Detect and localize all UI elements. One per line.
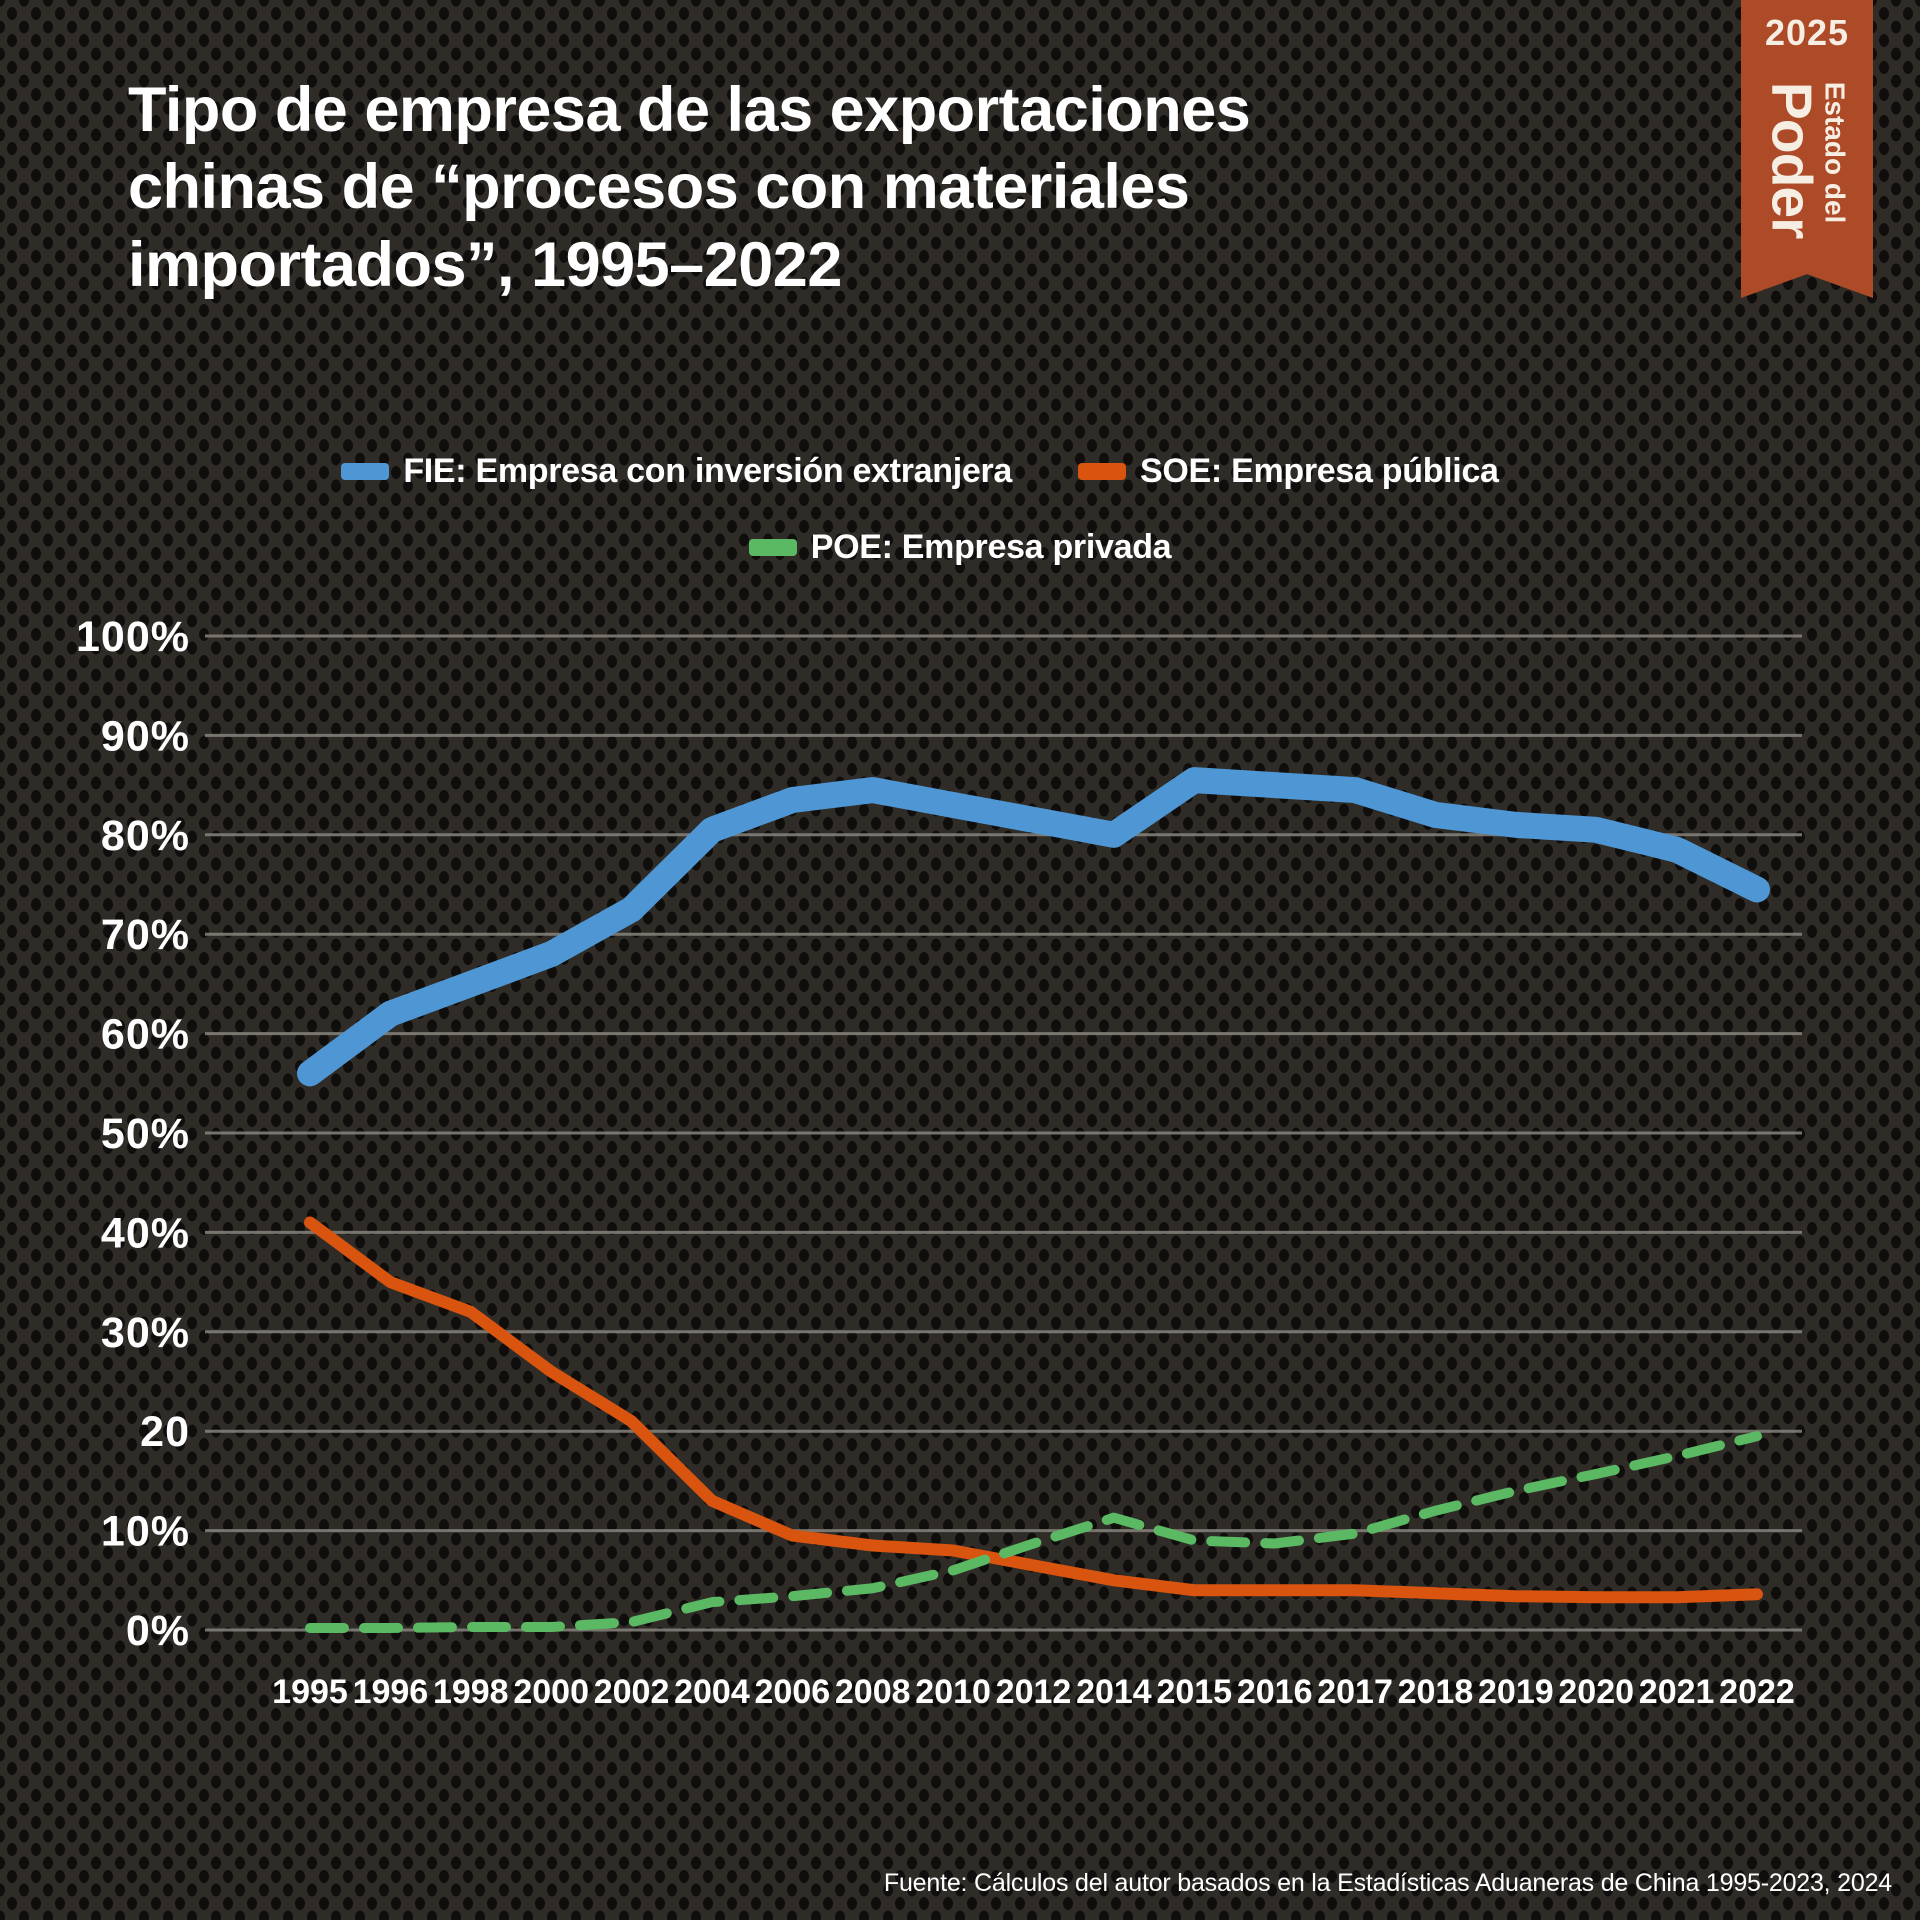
y-axis-label: 100% [76, 613, 190, 661]
y-axis-label: 70% [101, 911, 190, 959]
x-axis-label: 2018 [1398, 1673, 1474, 1711]
badge-ribbon: 2025 Estado del Poder [1741, 0, 1873, 298]
legend-item-fie: FIE: Empresa con inversión extranjera [341, 452, 1012, 491]
fie-line [297, 767, 1770, 1087]
legend-item-poe: POE: Empresa privada [748, 528, 1172, 567]
x-axis-label: 2022 [1719, 1673, 1795, 1711]
y-axis-label: 90% [101, 712, 190, 760]
page-title: Tipo de empresa de las exportaciones chi… [128, 75, 1251, 300]
poe-swatch-icon [748, 539, 797, 556]
x-axis-label: 2017 [1317, 1673, 1393, 1711]
x-axis-label: 1996 [353, 1673, 429, 1711]
x-axis-label: 1998 [433, 1673, 509, 1711]
x-axis-label: 2012 [996, 1673, 1072, 1711]
y-axis-label: 10% [101, 1508, 190, 1556]
x-axis-label: 2008 [835, 1673, 911, 1711]
y-axis-label: 40% [101, 1209, 190, 1257]
x-axis-label: 2020 [1558, 1673, 1634, 1711]
soe-line [304, 1216, 1763, 1604]
y-axis-label: 20 [140, 1408, 190, 1456]
x-axis-label: 2019 [1478, 1673, 1554, 1711]
x-axis-label: 2021 [1639, 1673, 1715, 1711]
y-axis-label: 60% [101, 1011, 190, 1059]
y-axis-label: 30% [101, 1309, 190, 1357]
legend-row-1: FIE: Empresa con inversión extranjera SO… [0, 452, 1920, 491]
y-axis-label: 80% [101, 812, 190, 860]
x-axis-label: 2016 [1237, 1673, 1313, 1711]
badge-year: 2025 [1764, 12, 1850, 53]
y-axis-label: 50% [101, 1110, 190, 1158]
soe-swatch-icon [1078, 463, 1126, 480]
x-axis-label: 2015 [1156, 1673, 1232, 1711]
legend-label-fie: FIE: Empresa con inversión extranjera [403, 452, 1012, 490]
x-axis-label: 2014 [1076, 1673, 1152, 1711]
x-axis-label: 2004 [674, 1673, 750, 1711]
legend-row-2: POE: Empresa privada [0, 528, 1920, 567]
poe-line [305, 1431, 1762, 1634]
x-axis-label: 2000 [513, 1673, 589, 1711]
source-note: Fuente: Cálculos del autor basados en la… [883, 1869, 1892, 1897]
y-axis-label: 0% [126, 1607, 190, 1655]
legend-item-soe: SOE: Empresa pública [1078, 452, 1499, 491]
fie-swatch-icon [341, 463, 390, 480]
legend-label-soe: SOE: Empresa pública [1140, 452, 1499, 490]
x-axis-label: 2010 [915, 1673, 991, 1711]
x-axis-label: 1995 [272, 1673, 348, 1711]
x-axis-label: 2002 [594, 1673, 670, 1711]
legend-label-poe: POE: Empresa privada [810, 528, 1172, 566]
x-axis-label: 2006 [755, 1673, 831, 1711]
